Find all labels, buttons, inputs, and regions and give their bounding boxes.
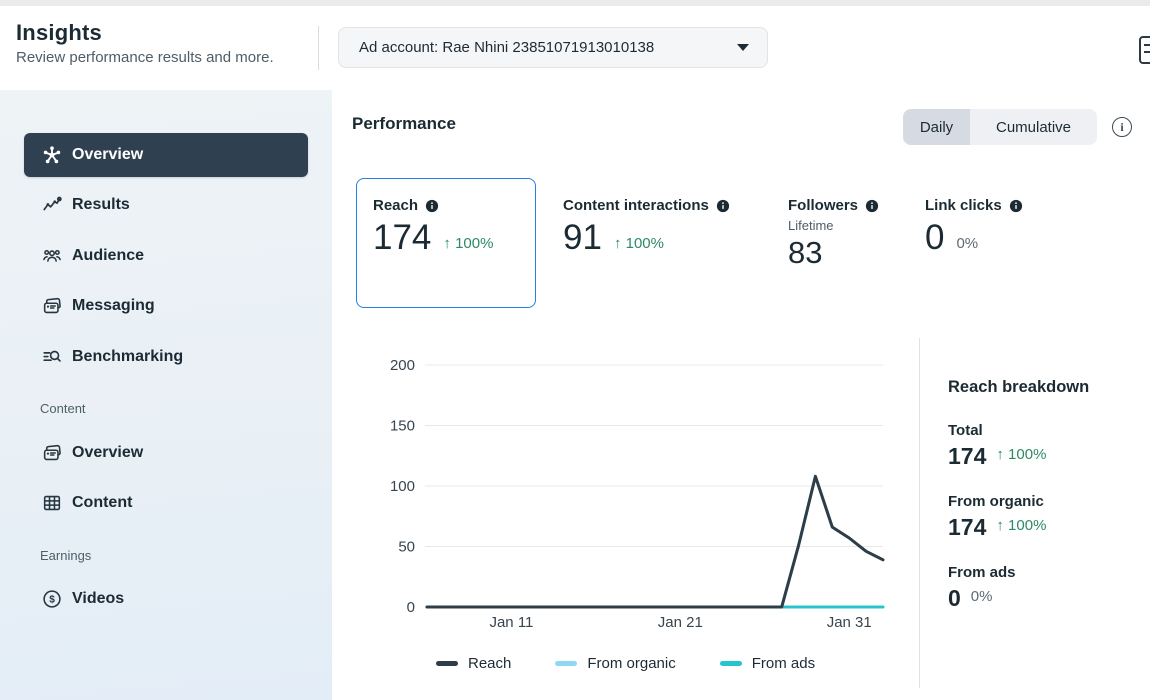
sidebar-item-videos[interactable]: $ Videos (24, 579, 308, 619)
sidebar-section-content: Content (40, 401, 86, 416)
from-ads-swatch-icon (719, 661, 742, 666)
breakdown-row-ads: From ads 0 0% (948, 564, 1016, 611)
svg-text:0: 0 (407, 599, 415, 616)
from-organic-change: ↑ 100% (996, 517, 1047, 534)
reach-label: Reach (373, 197, 419, 214)
sidebar-item-label: Audience (72, 247, 145, 264)
sidebar-item-label: Messaging (72, 297, 155, 314)
header-divider (318, 26, 319, 70)
top-border (0, 0, 1150, 6)
reach-value: 174 (373, 218, 432, 257)
audience-people-icon (40, 244, 64, 268)
daily-cumulative-toggle: Daily Cumulative (903, 109, 1097, 145)
content-interactions-change: ↑ 100% (613, 234, 664, 252)
metric-card-link-clicks[interactable]: Link clicks 0 0% (925, 197, 1023, 257)
messaging-cards-icon (40, 294, 64, 318)
benchmarking-search-icon (40, 345, 64, 369)
content-interactions-label: Content interactions (563, 197, 709, 214)
breakdown-divider (919, 338, 920, 688)
sidebar-item-content-overview[interactable]: Overview (24, 433, 308, 473)
link-clicks-value: 0 (925, 218, 945, 257)
sidebar-section-earnings: Earnings (40, 548, 92, 563)
link-clicks-info-icon[interactable] (1009, 199, 1023, 213)
total-value: 174 (948, 443, 987, 469)
from-ads-change: 0% (970, 588, 993, 605)
earnings-dollar-icon: $ (40, 587, 64, 611)
legend-from-ads: From ads (719, 655, 815, 672)
sidebar-item-label: Content (72, 494, 133, 511)
sidebar-item-label: Videos (72, 590, 125, 607)
reach-swatch-icon (436, 661, 458, 666)
caret-down-icon (737, 44, 749, 51)
content-interactions-info-icon[interactable] (716, 199, 730, 213)
sidebar-item-overview[interactable]: Overview (24, 133, 308, 177)
sidebar-item-label: Overview (72, 444, 144, 461)
toggle-daily[interactable]: Daily (903, 109, 970, 145)
sidebar-item-label: Benchmarking (72, 348, 184, 365)
svg-text:200: 200 (390, 357, 415, 374)
breakdown-row-organic: From organic 174 ↑ 100% (948, 493, 1047, 540)
content-interactions-value: 91 (563, 218, 602, 257)
metric-card-followers[interactable]: Followers Lifetime 83 (788, 197, 879, 270)
followers-label: Followers (788, 197, 859, 214)
page-title: Insights (16, 20, 102, 45)
sidebar-item-label: Overview (72, 146, 144, 163)
svg-text:Jan 11: Jan 11 (489, 614, 533, 631)
performance-info-icon[interactable]: i (1112, 117, 1132, 137)
total-change: ↑ 100% (996, 446, 1047, 463)
performance-title: Performance (352, 114, 456, 133)
sidebar-item-audience[interactable]: Audience (24, 236, 308, 276)
svg-text:Jan 31: Jan 31 (827, 614, 872, 631)
link-clicks-label: Link clicks (925, 197, 1002, 214)
reach-breakdown-panel: Reach breakdown Total 174 ↑ 100% From or… (948, 378, 1138, 610)
sidebar-item-benchmarking[interactable]: Benchmarking (24, 337, 308, 377)
from-organic-value: 174 (948, 514, 987, 540)
legend-from-organic: From organic (555, 655, 676, 672)
link-clicks-change: 0% (956, 234, 979, 252)
sidebar: Overview Results (0, 90, 332, 700)
from-organic-swatch-icon (555, 661, 578, 666)
followers-info-icon[interactable] (865, 199, 879, 213)
reach-info-icon[interactable] (425, 199, 439, 213)
title-block: Insights Review performance results and … (16, 20, 274, 66)
breakdown-title: Reach breakdown (948, 378, 1090, 396)
overview-hub-icon (40, 143, 64, 167)
sidebar-item-messaging[interactable]: Messaging (24, 286, 308, 326)
followers-sublabel: Lifetime (788, 218, 834, 233)
ad-account-label: Ad account: Rae Nhini 23851071913010138 (359, 39, 655, 56)
svg-text:150: 150 (390, 418, 415, 435)
svg-text:50: 50 (398, 539, 415, 556)
metric-card-content-interactions[interactable]: Content interactions 91 ↑ 100% (563, 197, 730, 257)
svg-text:Jan 21: Jan 21 (658, 614, 703, 631)
clipped-panel-icon[interactable] (1139, 36, 1150, 64)
followers-value: 83 (788, 235, 823, 270)
content-cards-icon (40, 441, 64, 465)
page-subtitle: Review performance results and more. (16, 49, 274, 66)
reach-line-chart: 0 50 100 150 200 Jan 11 Jan 21 Jan 31 (390, 357, 885, 631)
performance-chart: 0 50 100 150 200 Jan 11 Jan 21 Jan 31 (360, 350, 890, 640)
legend-reach: Reach (436, 655, 511, 672)
from-ads-value: 0 (948, 585, 961, 611)
sidebar-item-content[interactable]: Content (24, 483, 308, 523)
toggle-cumulative[interactable]: Cumulative (970, 109, 1097, 145)
breakdown-row-total: Total 174 ↑ 100% (948, 422, 1047, 469)
content-table-icon (40, 491, 64, 515)
chart-legend: Reach From organic From ads (436, 655, 815, 672)
sidebar-item-label: Results (72, 196, 130, 213)
reach-change: ↑ 100% (443, 234, 494, 252)
svg-text:100: 100 (390, 478, 415, 495)
ad-account-selector[interactable]: Ad account: Rae Nhini 23851071913010138 (338, 27, 768, 68)
page-header: Insights Review performance results and … (0, 6, 1150, 90)
sidebar-item-results[interactable]: Results (24, 185, 308, 225)
svg-text:$: $ (49, 595, 55, 606)
metric-card-reach[interactable]: Reach 174 ↑ 100% (356, 178, 536, 308)
performance-panel: Performance Daily Cumulative i Reach 174… (332, 90, 1150, 700)
results-trend-icon (40, 193, 64, 217)
